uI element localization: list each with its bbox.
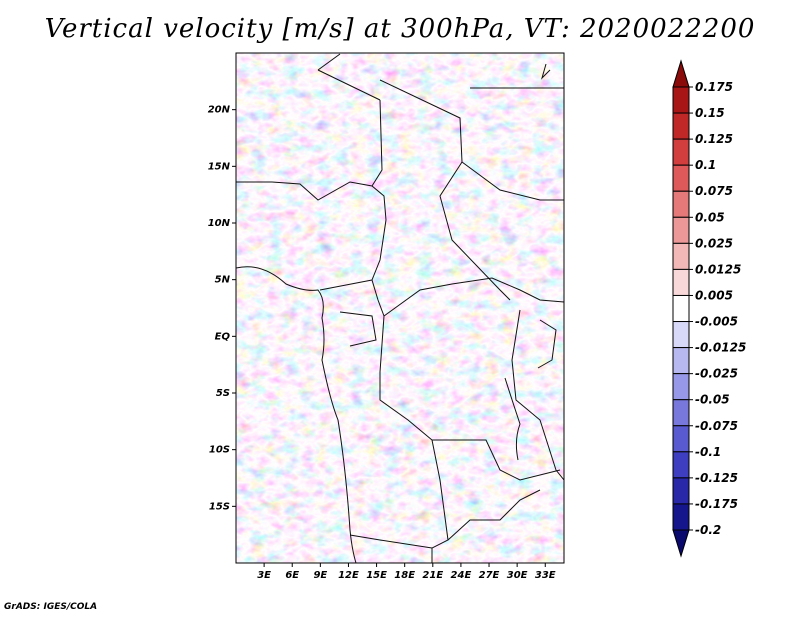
lat-label: 10S (209, 445, 230, 456)
lat-label: EQ (215, 331, 231, 342)
lon-label: 9E (313, 570, 327, 581)
colorbar-top-triangle (672, 59, 690, 88)
velocity-field (236, 53, 564, 563)
lat-label: 10N (208, 218, 231, 229)
colorbar-segment (672, 164, 690, 192)
colorbar-label: -0.025 (695, 367, 738, 381)
lat-label: 20N (208, 105, 231, 116)
lon-label: 12E (338, 570, 359, 581)
colorbar-segment (672, 242, 690, 270)
colorbar-label: -0.075 (695, 419, 738, 433)
colorbar-label: -0.0125 (695, 341, 746, 355)
lat-label: 15N (208, 161, 231, 172)
grads-credit: GrADS: IGES/COLA (4, 602, 98, 612)
colorbar-segment (672, 216, 690, 244)
colorbar-label: 0.0125 (695, 262, 741, 276)
colorbar-segment (672, 503, 690, 531)
colorbar-label: 0.005 (695, 288, 733, 302)
colorbar: 0.175 0.15 0.125 0.1 0.075 0.05 0.025 0.0125 0.0… (672, 59, 746, 558)
colorbar-segment (672, 112, 690, 140)
lon-label: 15E (366, 570, 387, 581)
lat-label: 5N (215, 275, 231, 286)
lon-label: 21E (422, 570, 443, 581)
lat-label: 5S (216, 388, 230, 399)
colorbar-label: -0.125 (695, 471, 738, 485)
colorbar-segment (672, 399, 690, 427)
colorbar-segment (672, 138, 690, 166)
colorbar-segment (672, 451, 690, 479)
colorbar-segment (672, 347, 690, 375)
lat-label: 15S (209, 501, 230, 512)
lon-label: 3E (257, 570, 271, 581)
colorbar-segment (672, 321, 690, 349)
colorbar-label: 0.05 (695, 210, 725, 224)
lon-label: 33E (535, 570, 556, 581)
colorbar-label: 0.15 (695, 106, 725, 120)
map-axes: 20N 15N 10N 5N EQ 5S 10S 15S 3E 6E 9E 12E 15E 18E 21E 2… (208, 105, 556, 581)
colorbar-segment (672, 294, 690, 323)
colorbar-segment (672, 425, 690, 453)
lon-label: 27E (479, 570, 500, 581)
country-borders (236, 53, 564, 563)
lon-label: 24E (451, 570, 472, 581)
colorbar-label: 0.025 (695, 236, 733, 250)
colorbar-bottom-triangle (672, 529, 690, 558)
colorbar-label: -0.2 (695, 523, 721, 537)
colorbar-label: 0.075 (695, 184, 733, 198)
colorbar-segment (672, 373, 690, 401)
lon-label: 18E (394, 570, 415, 581)
colorbar-segment (672, 190, 690, 218)
colorbar-segment (672, 477, 690, 505)
colorbar-label: 0.175 (695, 80, 733, 94)
colorbar-label: -0.175 (695, 497, 738, 511)
colorbar-segment (672, 86, 690, 114)
lon-label: 6E (285, 570, 299, 581)
map-title: Vertical velocity [m/s] at 300hPa, VT: 2… (44, 14, 756, 44)
colorbar-label: 0.125 (695, 132, 733, 146)
colorbar-segment (672, 268, 690, 296)
colorbar-label: 0.1 (695, 158, 716, 172)
colorbar-label: -0.1 (695, 445, 721, 459)
lon-label: 30E (507, 570, 528, 581)
map-frame (235, 52, 565, 564)
colorbar-label: -0.05 (695, 393, 730, 407)
colorbar-label: -0.005 (695, 315, 738, 329)
